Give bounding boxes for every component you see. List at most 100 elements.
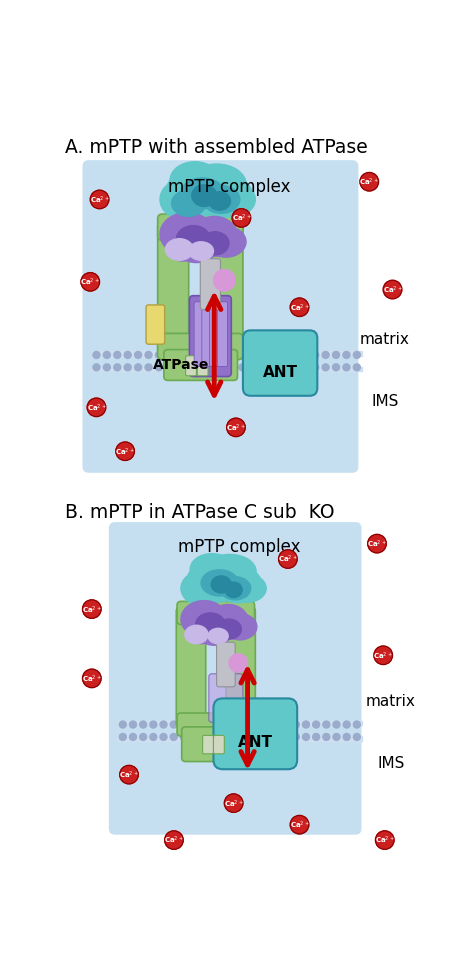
Circle shape [181, 734, 187, 740]
Circle shape [160, 721, 167, 728]
Circle shape [312, 364, 319, 371]
Ellipse shape [160, 179, 207, 219]
Ellipse shape [165, 238, 193, 261]
Circle shape [353, 352, 360, 359]
Text: Ca$^{2+}$: Ca$^{2+}$ [81, 277, 100, 288]
Circle shape [228, 364, 236, 371]
Text: Ca$^{2+}$: Ca$^{2+}$ [359, 177, 379, 188]
Ellipse shape [225, 582, 242, 598]
Circle shape [166, 364, 173, 371]
Circle shape [333, 721, 340, 728]
Circle shape [114, 364, 121, 371]
Circle shape [375, 830, 394, 849]
Circle shape [281, 352, 287, 359]
Text: matrix: matrix [360, 332, 410, 347]
Bar [118, 736, 362, 740]
Text: A. mPTP with assembled ATPase: A. mPTP with assembled ATPase [65, 138, 368, 157]
FancyBboxPatch shape [194, 302, 204, 366]
Circle shape [140, 734, 146, 740]
FancyBboxPatch shape [177, 602, 255, 624]
Circle shape [343, 364, 350, 371]
Text: Ca$^{2+}$: Ca$^{2+}$ [224, 798, 244, 809]
Circle shape [272, 721, 279, 728]
FancyBboxPatch shape [182, 727, 251, 762]
FancyBboxPatch shape [202, 735, 213, 754]
Ellipse shape [206, 227, 246, 257]
Text: Ca$^{2+}$: Ca$^{2+}$ [383, 285, 402, 296]
Text: ANT: ANT [263, 365, 298, 380]
Circle shape [229, 654, 247, 672]
Circle shape [170, 734, 177, 740]
Circle shape [201, 721, 208, 728]
Circle shape [124, 352, 131, 359]
Text: Ca$^{2+}$: Ca$^{2+}$ [82, 673, 101, 685]
Circle shape [333, 734, 340, 740]
Circle shape [176, 364, 183, 371]
Circle shape [181, 721, 187, 728]
Ellipse shape [212, 182, 255, 216]
Ellipse shape [223, 613, 257, 640]
Circle shape [211, 734, 218, 740]
Circle shape [119, 721, 126, 728]
FancyBboxPatch shape [201, 259, 220, 309]
Circle shape [333, 364, 339, 371]
FancyBboxPatch shape [212, 222, 243, 355]
Text: Ca$^{2+}$: Ca$^{2+}$ [367, 539, 387, 550]
Ellipse shape [203, 554, 256, 588]
Circle shape [170, 721, 177, 728]
Circle shape [290, 298, 309, 317]
Ellipse shape [196, 616, 233, 645]
Circle shape [145, 352, 152, 359]
Circle shape [221, 734, 228, 740]
Circle shape [82, 600, 101, 618]
Circle shape [129, 721, 137, 728]
Text: Ca$^{2+}$: Ca$^{2+}$ [164, 835, 184, 847]
Circle shape [221, 721, 228, 728]
Circle shape [90, 190, 109, 208]
Circle shape [270, 352, 277, 359]
Ellipse shape [211, 576, 231, 593]
Circle shape [116, 442, 135, 460]
Text: Ca$^{2+}$: Ca$^{2+}$ [87, 402, 106, 414]
Circle shape [135, 364, 142, 371]
Circle shape [252, 734, 259, 740]
Circle shape [93, 364, 100, 371]
Ellipse shape [209, 192, 230, 210]
Ellipse shape [160, 212, 214, 256]
FancyBboxPatch shape [158, 214, 243, 240]
Circle shape [353, 734, 360, 740]
Text: Ca$^{2+}$: Ca$^{2+}$ [90, 195, 109, 205]
Circle shape [374, 646, 392, 665]
Circle shape [103, 352, 110, 359]
Circle shape [82, 670, 101, 688]
FancyBboxPatch shape [202, 302, 212, 366]
Circle shape [333, 352, 339, 359]
Circle shape [231, 721, 238, 728]
FancyBboxPatch shape [177, 713, 255, 736]
Circle shape [218, 364, 225, 371]
Bar [118, 721, 362, 725]
FancyBboxPatch shape [213, 699, 297, 769]
Circle shape [291, 364, 298, 371]
Circle shape [208, 364, 215, 371]
Text: Ca$^{2+}$: Ca$^{2+}$ [115, 447, 135, 457]
Circle shape [191, 734, 198, 740]
Circle shape [228, 352, 236, 359]
FancyBboxPatch shape [209, 673, 243, 722]
Circle shape [187, 352, 194, 359]
Ellipse shape [176, 226, 210, 253]
Ellipse shape [189, 242, 213, 261]
Ellipse shape [191, 216, 237, 257]
Ellipse shape [187, 620, 215, 643]
Ellipse shape [219, 577, 251, 600]
Circle shape [343, 734, 350, 740]
Circle shape [103, 364, 110, 371]
Ellipse shape [196, 174, 252, 217]
Bar [92, 351, 362, 356]
Circle shape [213, 269, 235, 291]
Text: Ca$^{2+}$: Ca$^{2+}$ [82, 605, 101, 615]
Circle shape [164, 830, 183, 849]
Circle shape [241, 721, 248, 728]
FancyBboxPatch shape [190, 296, 231, 377]
Circle shape [291, 352, 298, 359]
